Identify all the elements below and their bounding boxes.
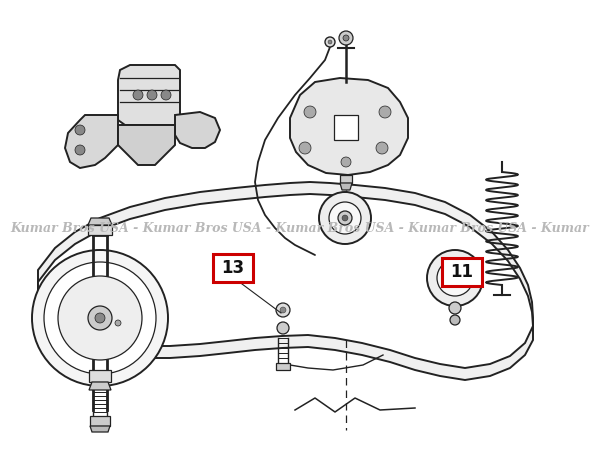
Polygon shape: [118, 125, 175, 165]
Polygon shape: [118, 65, 180, 125]
Polygon shape: [89, 370, 111, 382]
Circle shape: [276, 303, 290, 317]
Circle shape: [343, 35, 349, 41]
Polygon shape: [175, 112, 220, 148]
Circle shape: [342, 215, 348, 221]
Circle shape: [88, 306, 112, 330]
Polygon shape: [334, 115, 358, 140]
Circle shape: [133, 90, 143, 100]
Circle shape: [339, 31, 353, 45]
Polygon shape: [65, 115, 118, 168]
FancyBboxPatch shape: [213, 254, 253, 282]
Polygon shape: [38, 182, 533, 380]
Polygon shape: [340, 183, 352, 190]
Circle shape: [450, 315, 460, 325]
Circle shape: [328, 40, 332, 44]
Polygon shape: [340, 175, 352, 183]
Circle shape: [58, 276, 142, 360]
Polygon shape: [90, 426, 110, 432]
Circle shape: [304, 106, 316, 118]
FancyBboxPatch shape: [442, 258, 482, 286]
Circle shape: [329, 202, 361, 234]
Circle shape: [338, 211, 352, 225]
Circle shape: [376, 142, 388, 154]
Circle shape: [277, 322, 289, 334]
Circle shape: [44, 262, 156, 374]
Circle shape: [32, 250, 168, 386]
Circle shape: [299, 142, 311, 154]
Circle shape: [449, 302, 461, 314]
Circle shape: [75, 125, 85, 135]
Text: 11: 11: [451, 263, 473, 281]
Circle shape: [115, 320, 121, 326]
Circle shape: [452, 275, 458, 281]
Polygon shape: [38, 194, 533, 368]
Polygon shape: [88, 218, 112, 225]
Polygon shape: [90, 416, 110, 426]
Circle shape: [427, 250, 483, 306]
Circle shape: [437, 260, 473, 296]
Text: Kumar Bros USA - Kumar Bros USA - Kumar Bros USA - Kumar Bros USA - Kumar: Kumar Bros USA - Kumar Bros USA - Kumar …: [11, 221, 589, 234]
Circle shape: [447, 270, 463, 286]
Circle shape: [147, 90, 157, 100]
Circle shape: [161, 90, 171, 100]
Circle shape: [75, 145, 85, 155]
Circle shape: [280, 307, 286, 313]
Polygon shape: [276, 363, 290, 370]
Circle shape: [341, 157, 351, 167]
Polygon shape: [290, 78, 408, 175]
Circle shape: [379, 106, 391, 118]
Circle shape: [325, 37, 335, 47]
Circle shape: [319, 192, 371, 244]
Text: 13: 13: [221, 259, 245, 277]
Polygon shape: [89, 382, 111, 390]
Circle shape: [95, 313, 105, 323]
Polygon shape: [88, 225, 112, 235]
